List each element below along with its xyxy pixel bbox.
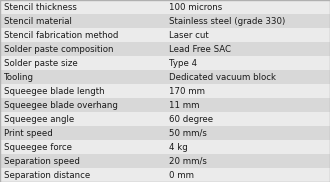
Text: Squeegee force: Squeegee force <box>4 143 72 151</box>
Text: 50 mm/s: 50 mm/s <box>169 128 207 137</box>
Text: 20 mm/s: 20 mm/s <box>169 157 207 165</box>
Text: Type 4: Type 4 <box>169 58 197 68</box>
Text: 11 mm: 11 mm <box>169 100 199 110</box>
Text: 4 kg: 4 kg <box>169 143 188 151</box>
Text: Dedicated vacuum block: Dedicated vacuum block <box>169 72 276 82</box>
Text: Solder paste composition: Solder paste composition <box>4 45 114 54</box>
Text: Squeegee angle: Squeegee angle <box>4 114 74 124</box>
Text: 170 mm: 170 mm <box>169 86 205 96</box>
Text: Tooling: Tooling <box>4 72 34 82</box>
Text: 0 mm: 0 mm <box>169 171 194 179</box>
Bar <box>0 14 330 28</box>
Text: Separation distance: Separation distance <box>4 171 90 179</box>
Bar <box>0 28 330 42</box>
Bar <box>0 42 330 56</box>
Bar <box>0 126 330 140</box>
Text: Squeegee blade overhang: Squeegee blade overhang <box>4 100 118 110</box>
Text: Stencil fabrication method: Stencil fabrication method <box>4 31 118 39</box>
Bar <box>0 140 330 154</box>
Text: Print speed: Print speed <box>4 128 53 137</box>
Bar <box>0 0 330 14</box>
Text: Separation speed: Separation speed <box>4 157 80 165</box>
Bar <box>0 154 330 168</box>
Text: Stainless steel (grade 330): Stainless steel (grade 330) <box>169 17 285 25</box>
Text: Lead Free SAC: Lead Free SAC <box>169 45 231 54</box>
Text: Laser cut: Laser cut <box>169 31 209 39</box>
Bar <box>0 84 330 98</box>
Text: Stencil thickness: Stencil thickness <box>4 3 77 11</box>
Text: Stencil material: Stencil material <box>4 17 72 25</box>
Text: 100 microns: 100 microns <box>169 3 222 11</box>
Text: Solder paste size: Solder paste size <box>4 58 78 68</box>
Bar <box>0 112 330 126</box>
Bar <box>0 56 330 70</box>
Text: 60 degree: 60 degree <box>169 114 213 124</box>
Text: Squeegee blade length: Squeegee blade length <box>4 86 105 96</box>
Bar <box>0 70 330 84</box>
Bar <box>0 168 330 182</box>
Bar <box>0 98 330 112</box>
